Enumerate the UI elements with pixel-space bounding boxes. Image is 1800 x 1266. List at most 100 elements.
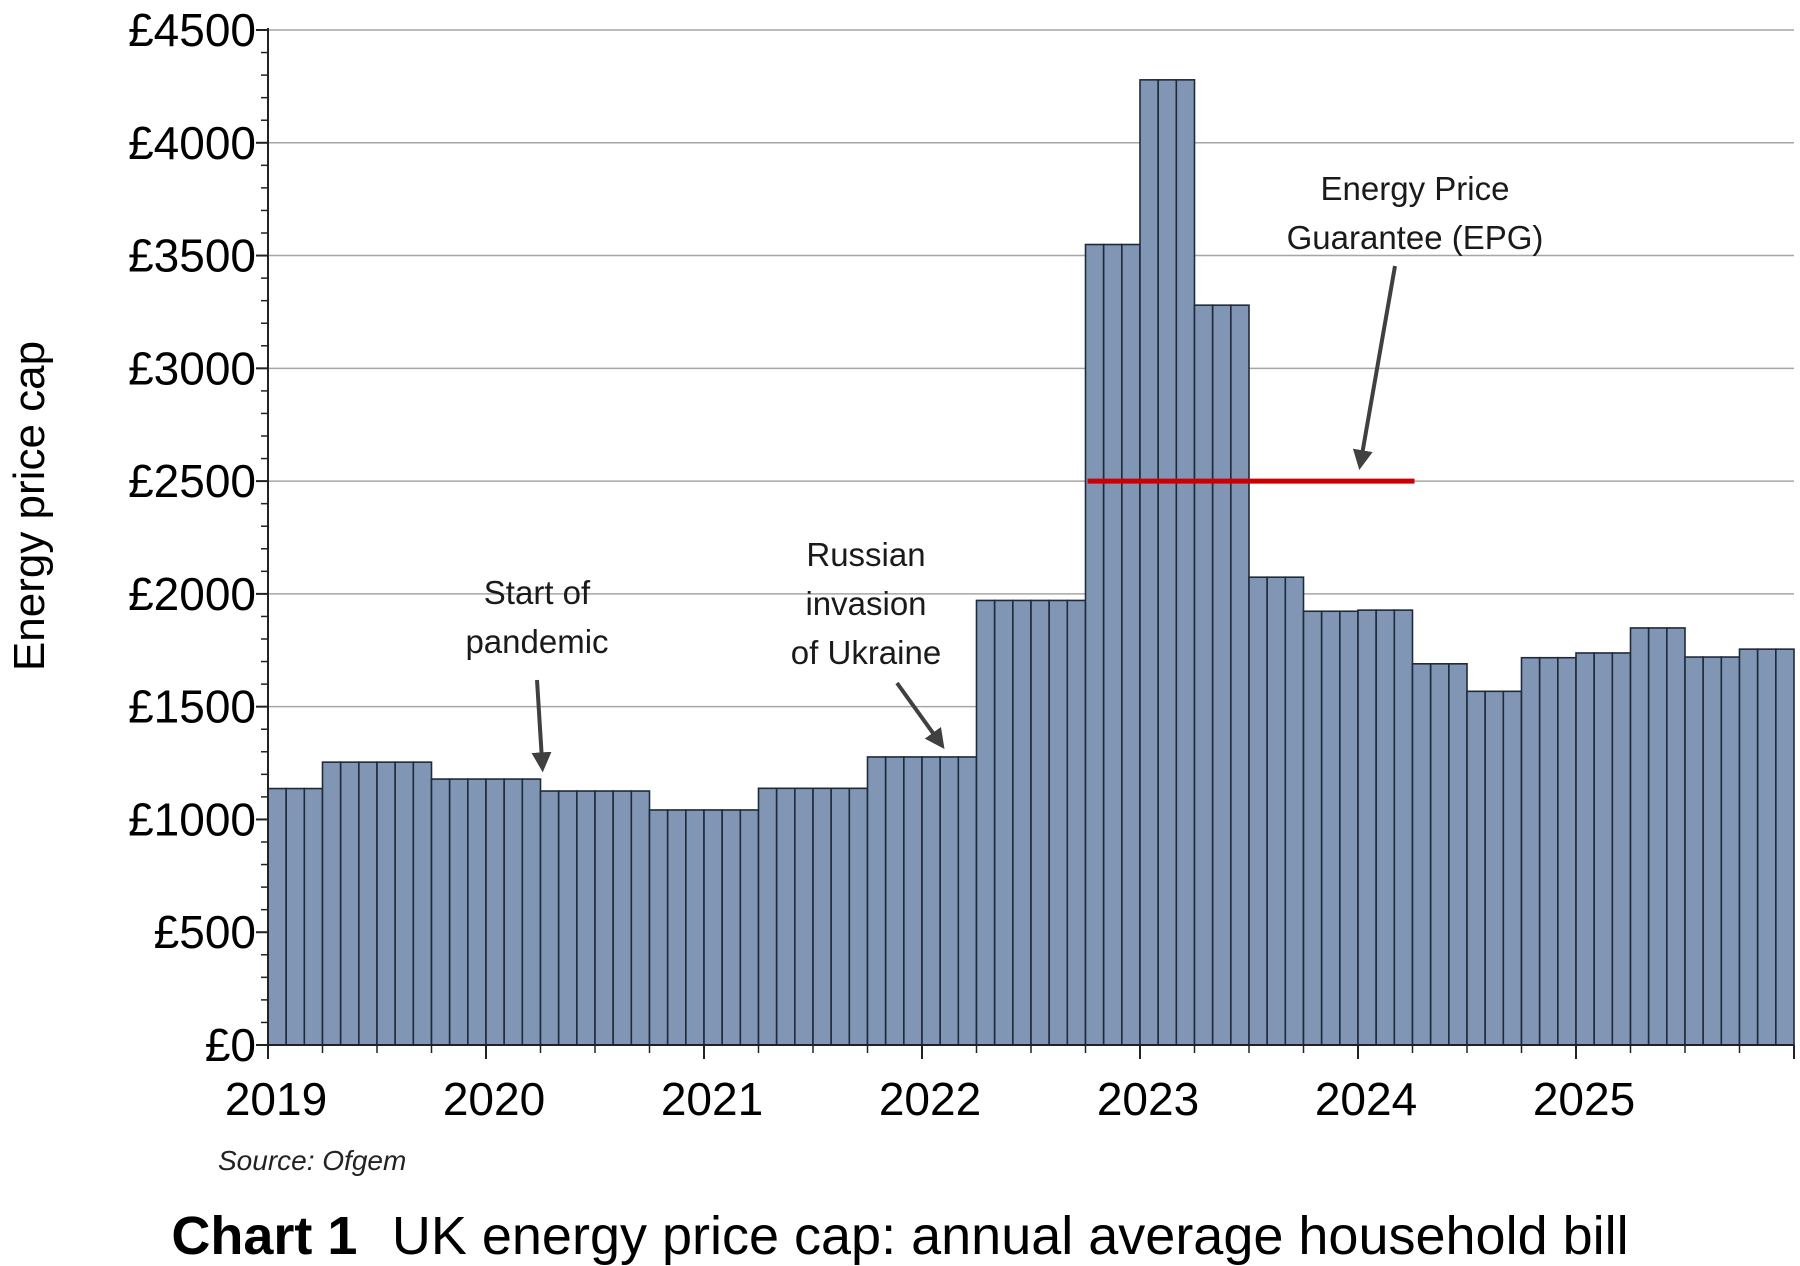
x-tick-label: 2024 — [1315, 1073, 1417, 1125]
annotation-pandemic-line: Start of — [484, 574, 591, 611]
bar — [1284, 576, 1305, 1046]
bar — [430, 778, 451, 1046]
bar — [576, 790, 596, 1046]
bar — [1248, 576, 1268, 1046]
y-tick-label: £4500 — [128, 4, 256, 56]
bar — [612, 790, 633, 1046]
y-tick-labels: £0 £500 £1000 £1500 £2000 £2500 £3000 £3500 £400… — [128, 4, 256, 1071]
bar — [848, 787, 869, 1046]
bar — [993, 599, 1014, 1046]
bar — [412, 761, 433, 1046]
bar — [1720, 656, 1741, 1046]
bar — [339, 761, 360, 1046]
bar — [1520, 656, 1541, 1046]
annotation-pandemic-text: Start of pandemic — [465, 574, 608, 660]
annotation-ukraine-line: of Ukraine — [791, 634, 941, 671]
bar — [521, 778, 542, 1046]
bar — [485, 778, 505, 1046]
bar — [1466, 690, 1486, 1046]
bar — [1684, 656, 1704, 1046]
bar — [376, 761, 396, 1046]
bar — [666, 809, 687, 1046]
bar — [1775, 648, 1795, 1046]
bar-period — [1248, 576, 1305, 1046]
bar — [448, 778, 469, 1046]
x-tick-label: 2019 — [225, 1073, 327, 1125]
bar — [757, 787, 778, 1046]
y-tick-label: £2500 — [128, 455, 256, 507]
bar — [630, 790, 651, 1046]
chart-caption-number: Chart 1 — [171, 1206, 357, 1266]
bar — [1066, 599, 1087, 1046]
bar-period — [1357, 609, 1414, 1046]
bar — [975, 599, 996, 1046]
annotations: Start of pandemic Russian invasion of Ukrain… — [465, 170, 1544, 773]
bar — [1102, 243, 1123, 1046]
bar — [1121, 243, 1141, 1046]
annotation-ukraine-line: Russian — [806, 536, 925, 573]
bar — [1756, 648, 1777, 1046]
bar — [1393, 609, 1414, 1046]
bar — [1611, 652, 1632, 1046]
bar — [1484, 690, 1505, 1046]
x-tick-label: 2022 — [879, 1073, 981, 1125]
bar — [1339, 610, 1359, 1046]
y-tick-label: £0 — [205, 1019, 256, 1071]
bar — [1266, 576, 1287, 1046]
bar — [394, 761, 415, 1046]
bar — [1647, 627, 1668, 1046]
bar — [1593, 652, 1614, 1046]
x-tick-label: 2023 — [1097, 1073, 1199, 1125]
bar — [1557, 656, 1577, 1046]
bar — [1429, 663, 1450, 1046]
bar — [1012, 599, 1032, 1046]
bar — [1357, 609, 1377, 1046]
bar-period — [1466, 690, 1523, 1046]
annotation-epg-line: Energy Price — [1321, 170, 1510, 207]
bar — [358, 761, 378, 1046]
bar — [1448, 663, 1468, 1046]
annotation-ukraine-text: Russian invasion of Ukraine — [791, 536, 941, 671]
bar-period — [1302, 610, 1359, 1046]
bar — [1702, 656, 1723, 1046]
y-tick-label: £1500 — [128, 681, 256, 733]
bar — [1320, 610, 1341, 1046]
bar — [957, 756, 978, 1046]
y-tick-label: £500 — [154, 906, 256, 958]
bar — [648, 809, 669, 1046]
bar — [594, 790, 614, 1046]
bar — [1230, 304, 1250, 1046]
bar — [1030, 599, 1050, 1046]
y-tick-label: £1000 — [128, 793, 256, 845]
bar-period — [1084, 243, 1141, 1046]
x-tick-label: 2020 — [443, 1073, 545, 1125]
annotation-epg-text: Energy Price Guarantee (EPG) — [1287, 170, 1544, 256]
bar — [267, 787, 287, 1046]
annotation-ukraine: Russian invasion of Ukraine — [791, 536, 945, 750]
bar — [1375, 609, 1396, 1046]
bar-period — [1738, 648, 1795, 1046]
bar — [1502, 690, 1523, 1046]
bar — [703, 809, 723, 1046]
bar — [939, 756, 960, 1046]
bar — [303, 787, 324, 1046]
bar — [1139, 79, 1159, 1046]
annotation-pandemic-line: pandemic — [465, 623, 608, 660]
annotation-epg-line: Guarantee (EPG) — [1287, 219, 1544, 256]
bar — [1084, 243, 1105, 1046]
bar — [1629, 627, 1650, 1046]
x-tick-label: 2025 — [1533, 1073, 1635, 1125]
bar-period — [1520, 656, 1577, 1046]
bar — [1302, 610, 1323, 1046]
bar-period — [866, 756, 978, 1046]
bar — [1048, 599, 1069, 1046]
x-tick-label: 2021 — [661, 1073, 763, 1125]
bar — [685, 809, 705, 1046]
bar — [1538, 656, 1559, 1046]
y-tick-label: £2000 — [128, 568, 256, 620]
bar-period — [1629, 627, 1686, 1046]
bar — [285, 787, 306, 1046]
bar — [1575, 652, 1595, 1046]
bar — [921, 756, 941, 1046]
bar — [903, 756, 923, 1046]
